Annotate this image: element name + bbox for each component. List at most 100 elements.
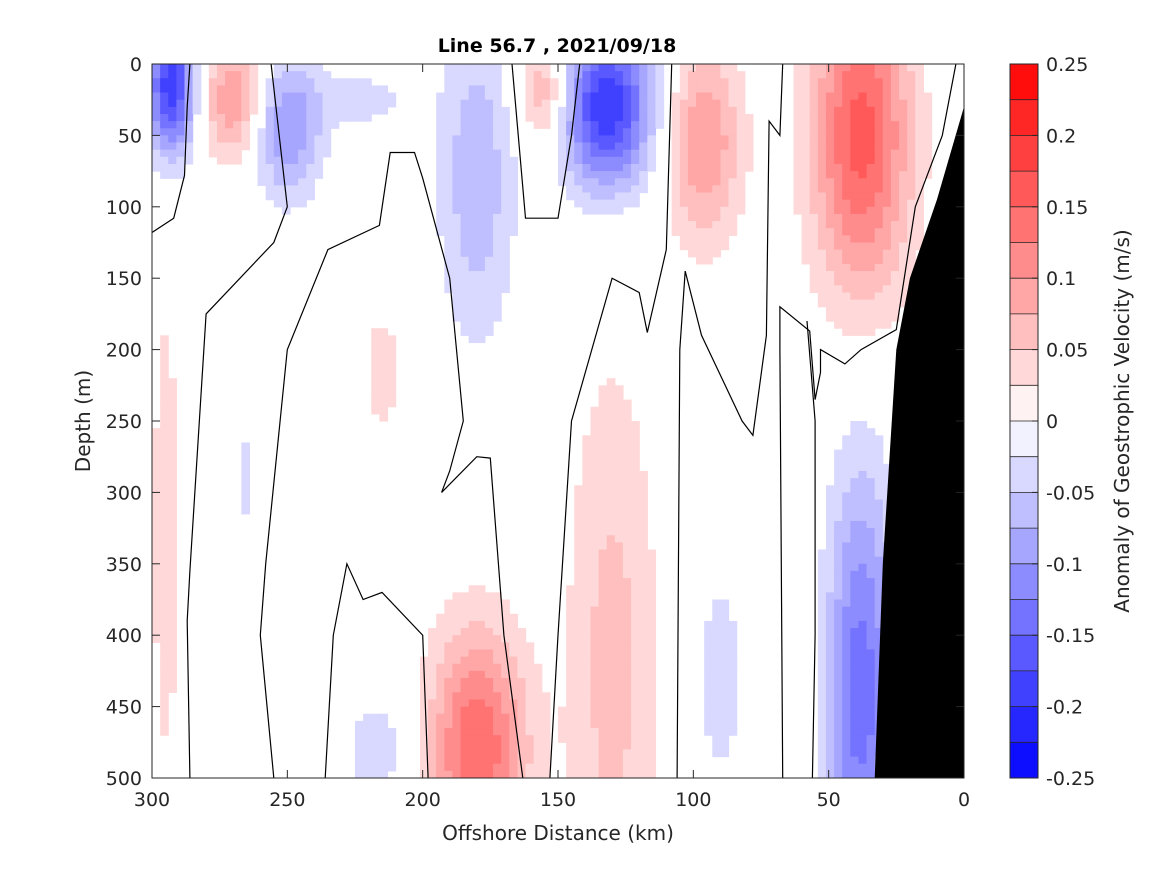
velocity-cell [696,92,705,101]
velocity-cell [696,99,705,108]
velocity-cell [501,278,510,286]
velocity-cell [444,64,454,72]
velocity-cell [631,642,640,651]
velocity-cell [834,271,843,279]
velocity-cell [825,770,835,778]
velocity-cell [631,613,640,622]
velocity-cell [452,313,462,322]
velocity-cell [257,128,267,136]
velocity-cell [882,64,892,72]
velocity-cell [444,113,454,122]
velocity-cell [622,692,632,701]
velocity-cell [468,285,478,294]
velocity-cell [817,249,827,258]
velocity-cell [850,699,860,708]
velocity-cell [501,149,510,158]
velocity-cell [866,585,876,593]
velocity-cell [736,199,746,208]
velocity-cell [265,163,275,172]
velocity-cell [817,85,827,94]
x-axis-label: Offshore Distance (km) [442,821,674,845]
velocity-cell [907,128,916,136]
velocity-cell [614,470,624,479]
velocity-cell [558,135,567,144]
velocity-cell [590,64,600,72]
velocity-cell [825,278,835,286]
velocity-cell [825,235,835,244]
velocity-cell [168,642,177,651]
velocity-cell [574,728,583,736]
velocity-cell [501,113,510,122]
velocity-cell [899,271,908,279]
velocity-cell [834,499,843,508]
velocity-cell [696,256,705,265]
velocity-cell [874,499,884,508]
velocity-cell [444,249,454,258]
velocity-cell [671,199,681,208]
velocity-cell [606,128,616,136]
velocity-cell [582,206,592,215]
velocity-cell [241,442,251,451]
velocity-cell [801,199,811,208]
velocity-cell [290,92,299,101]
velocity-cell [314,135,324,144]
velocity-cell [704,663,713,672]
velocity-cell [363,735,372,743]
velocity-cell [801,99,811,108]
velocity-cell [460,663,470,672]
velocity-cell [322,106,332,115]
velocity-cell [606,199,616,208]
velocity-cell [834,728,843,736]
velocity-cell [728,728,738,736]
velocity-cell [582,99,592,108]
velocity-cell [590,470,600,479]
velocity-cell [622,549,632,558]
velocity-cell [387,363,397,372]
velocity-cell [631,578,640,586]
velocity-cell [793,135,803,144]
velocity-cell [842,242,851,251]
velocity-cell [907,178,916,186]
velocity-cell [152,128,161,136]
x-tick-label: 100 [675,789,711,811]
velocity-cell [533,756,543,765]
velocity-cell [484,606,494,615]
velocity-cell [476,756,486,765]
velocity-cell [493,185,502,194]
velocity-cell [501,735,510,743]
velocity-cell [184,128,194,136]
velocity-cell [436,121,445,129]
velocity-cell [834,106,843,115]
velocity-cell [850,670,860,679]
velocity-cell [428,749,437,758]
velocity-cell [590,421,600,429]
velocity-cell [614,713,624,722]
velocity-cell [834,78,843,87]
velocity-cell [484,71,494,79]
velocity-cell [387,356,397,365]
velocity-cell [842,692,851,701]
velocity-cell [631,149,640,158]
velocity-cell [712,85,721,94]
velocity-cell [728,642,738,651]
velocity-cell [842,142,851,151]
velocity-cell [493,271,502,279]
velocity-cell [241,478,251,486]
velocity-cell [444,171,454,179]
velocity-cell [160,113,169,122]
velocity-cell [225,113,234,122]
velocity-cell [493,635,502,643]
velocity-cell [899,292,908,301]
velocity-cell [639,585,648,593]
velocity-cell [444,749,454,758]
velocity-cell [484,171,494,179]
velocity-cell [631,706,640,715]
velocity-cell [687,249,697,258]
velocity-cell [574,556,583,565]
velocity-cell [606,699,616,708]
velocity-cell [533,663,543,672]
velocity-cell [687,71,697,79]
velocity-cell [598,128,608,136]
velocity-cell [484,635,494,643]
bathymetry [874,106,964,778]
